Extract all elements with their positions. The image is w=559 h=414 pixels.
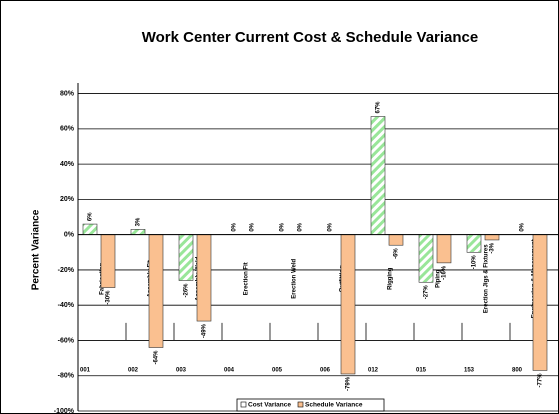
- data-label: -27%: [424, 285, 430, 300]
- x-tick-label: 153: [464, 368, 475, 374]
- bar: [466, 234, 482, 253]
- data-label: 0%: [298, 222, 304, 231]
- y-tick-label: -100%: [54, 408, 75, 414]
- data-label: -10%: [472, 255, 478, 270]
- y-tick-label: 0%: [64, 231, 75, 238]
- y-tick-label: 40%: [60, 161, 75, 168]
- legend-box: [236, 398, 385, 412]
- y-tick-label: 60%: [60, 126, 75, 133]
- legend-swatch: [297, 401, 304, 408]
- data-label: -26%: [184, 283, 190, 298]
- y-tick-label: -20%: [58, 267, 75, 274]
- data-label: 3%: [136, 217, 142, 226]
- data-label: 0%: [280, 222, 286, 231]
- bar: [100, 234, 116, 288]
- x-tick-label: 001: [80, 368, 91, 374]
- data-label: -3%: [490, 242, 496, 253]
- bar: [178, 234, 194, 281]
- x-tick-label: 002: [128, 368, 139, 374]
- data-label: -64%: [154, 350, 160, 365]
- category-name: Piping: [436, 269, 442, 288]
- data-label: -77%: [538, 373, 544, 388]
- category-name: Erection Jigs & Fixtures: [484, 244, 490, 313]
- y-axis-label: Percent Variance: [31, 209, 42, 290]
- chart-title: Work Center Current Cost & Schedule Vari…: [142, 29, 478, 46]
- bar: [418, 234, 434, 283]
- bar: [388, 234, 404, 246]
- bar: [148, 234, 164, 348]
- data-label: 0%: [232, 222, 238, 231]
- x-tick-label: 015: [416, 368, 427, 374]
- data-label: 0%: [250, 222, 256, 231]
- x-tick-label: 006: [320, 368, 331, 374]
- data-label: -30%: [106, 290, 112, 305]
- bar: [532, 234, 548, 371]
- x-tick-label: 003: [176, 368, 187, 374]
- bar: [484, 234, 500, 241]
- data-label: -49%: [202, 323, 208, 338]
- x-tick-label: 800: [512, 368, 523, 374]
- y-tick-label: -40%: [58, 302, 75, 309]
- y-tick-label: 80%: [60, 90, 75, 97]
- bar: [370, 116, 386, 235]
- category-name: Rigging: [388, 267, 394, 290]
- bar: [130, 229, 146, 235]
- x-tick-label: 012: [368, 368, 379, 374]
- bar: [196, 234, 212, 322]
- y-tick-label: -80%: [58, 373, 75, 380]
- bar: [340, 234, 356, 375]
- category-name: Erection Weld: [292, 258, 298, 298]
- category-name: Erection Fit: [244, 262, 250, 295]
- y-tick-label: 20%: [60, 196, 75, 203]
- x-tick-label: 005: [272, 368, 283, 374]
- data-label: 0%: [520, 222, 526, 231]
- data-label: -6%: [394, 248, 400, 259]
- y-tick-label: -60%: [58, 337, 75, 344]
- data-label: 6%: [88, 212, 94, 221]
- x-tick-label: 004: [224, 368, 235, 374]
- legend-label: Cost Variance: [248, 402, 291, 409]
- bar: [436, 234, 452, 264]
- data-label: 0%: [328, 222, 334, 231]
- data-label: -16%: [442, 265, 448, 280]
- data-label: -79%: [346, 376, 352, 391]
- legend-swatch: [240, 401, 247, 408]
- data-label: 67%: [376, 101, 382, 114]
- legend-label: Schedule Variance: [305, 402, 363, 409]
- bar: [82, 223, 98, 235]
